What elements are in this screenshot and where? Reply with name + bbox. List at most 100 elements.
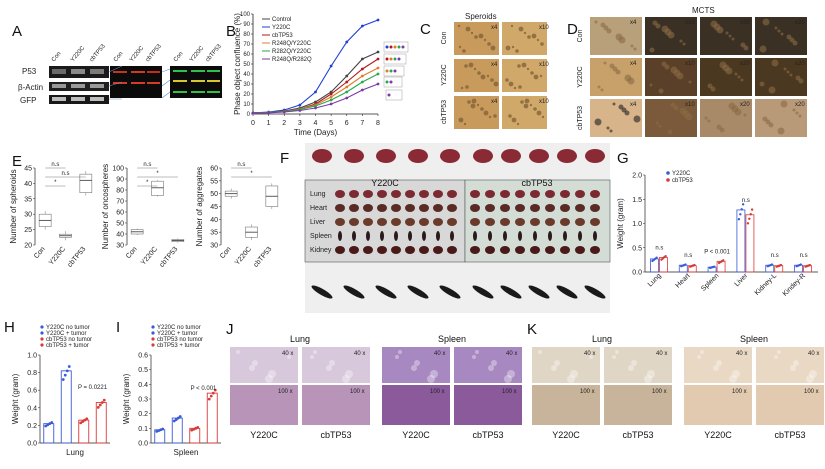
magnification-label: x10 xyxy=(685,61,695,67)
data-point xyxy=(329,64,333,68)
spheroid xyxy=(529,103,533,107)
mcts-cluster xyxy=(798,114,802,118)
magnification-label: 40 x xyxy=(282,351,293,357)
mcts-cluster xyxy=(606,126,610,130)
spheroid xyxy=(541,115,545,119)
significance-label: n.s xyxy=(237,162,245,168)
data-point xyxy=(100,401,104,404)
organ-specimen xyxy=(363,204,373,212)
histology-100x xyxy=(454,385,522,425)
legend-label: cbTP53 + tumor xyxy=(46,343,89,349)
organ-specimen xyxy=(447,204,457,212)
x-tick-label: 4 xyxy=(314,120,318,127)
mcts-cluster xyxy=(780,100,788,108)
micrograph-tile xyxy=(590,58,642,96)
organ-label: Spleen xyxy=(310,233,332,240)
x-tick-label: Con xyxy=(125,246,139,260)
spleen-specimen xyxy=(407,285,429,299)
x-axis-label: Lung xyxy=(66,448,84,457)
x-tick-label: Lung xyxy=(647,272,663,288)
significance-dot xyxy=(389,57,393,61)
blot2-lane-con: Con xyxy=(113,51,125,63)
y-tick-label: 55 xyxy=(210,178,218,185)
organ-specimen xyxy=(518,231,522,241)
y-tick-label: 40 xyxy=(243,72,250,78)
mcts-cluster xyxy=(630,44,634,48)
organ-specimen xyxy=(575,246,585,254)
spheroid xyxy=(465,85,469,89)
histology-40x xyxy=(756,347,824,383)
tissue-space xyxy=(567,375,575,383)
chart-organ-weight: 0.0 0.5 1.0 1.5 2.0 Weight (gram) Lung n.s Heart… xyxy=(616,171,818,298)
organ-specimen xyxy=(578,231,582,241)
organ-specimen xyxy=(500,218,510,226)
tissue-space xyxy=(475,350,479,354)
data-point xyxy=(376,82,380,86)
spleen-specimen xyxy=(500,285,522,299)
organ-specimen xyxy=(433,246,443,254)
x-tick-label: Kindey-R xyxy=(782,272,807,297)
mcts-cluster xyxy=(710,20,718,28)
data-point xyxy=(345,40,349,44)
data-point xyxy=(207,397,211,401)
spheroid-micrographs: x4 x10 Con x4 x10 Y220C x4 x10 cbTP53 xyxy=(441,22,549,129)
organ-specimen xyxy=(530,190,540,198)
legend-label: Y220C + tumor xyxy=(157,331,198,337)
x-tick-label: 7 xyxy=(360,120,364,127)
organ-photograph: Y220C cbTP53 Lung Heart Liver Spleen Kidney xyxy=(304,143,611,313)
organ-specimen xyxy=(335,204,345,212)
mcts-cluster xyxy=(768,86,776,94)
significance-dot xyxy=(389,69,393,73)
y-tick-label: 0.0 xyxy=(632,270,642,277)
tissue-space xyxy=(716,360,722,366)
organ-specimen xyxy=(530,218,540,226)
y-tick-label: 50 xyxy=(243,62,250,68)
data-point xyxy=(655,256,658,259)
spleen-specimen xyxy=(472,285,494,299)
data-point xyxy=(314,104,317,108)
data-point xyxy=(741,203,745,206)
tissue-label: Lung xyxy=(592,334,612,344)
x-tick-label: Y220C xyxy=(48,246,67,267)
organ-specimen xyxy=(391,246,401,254)
data-point xyxy=(314,90,317,94)
magnification-label: x10 xyxy=(539,62,549,68)
histology-40x xyxy=(382,347,450,383)
tissue-space xyxy=(310,355,314,359)
data-point xyxy=(345,74,349,78)
chart-lung-weight: 0.0 0.2 0.4 0.6 0.8 1.0 Weight (gram) Lung P = 0… xyxy=(11,325,110,457)
data-point xyxy=(360,88,364,92)
y-tick-label: 45 xyxy=(210,204,218,211)
spheroid xyxy=(480,107,484,111)
organ-specimen xyxy=(470,190,480,198)
legend-label: Y220C xyxy=(272,25,291,31)
data-point xyxy=(750,208,754,211)
organ-specimen xyxy=(335,218,345,226)
significance-dot xyxy=(393,57,397,61)
organ-specimen xyxy=(363,218,373,226)
legend-label: Y220C no tumor xyxy=(46,325,90,331)
significance-label: n.s xyxy=(684,253,692,259)
magnification-label: 40 x xyxy=(736,351,747,357)
organ-specimen xyxy=(377,218,387,226)
data-point xyxy=(740,208,743,211)
mcts-cluster xyxy=(743,113,747,117)
x-tick-label: Kidney-L xyxy=(754,272,779,297)
significance-label: n.s xyxy=(800,253,808,259)
significance-label: P < 0.001 xyxy=(704,249,730,255)
y-axis-label: Weight (gram) xyxy=(122,373,131,424)
mcts-cluster xyxy=(624,74,632,82)
panel-letter-k: K xyxy=(527,321,537,338)
y-tick-label: 0.6 xyxy=(138,353,148,360)
data-point xyxy=(360,67,364,71)
tissue-space xyxy=(628,365,634,371)
significance-dot xyxy=(393,45,397,49)
spheroid xyxy=(486,74,490,78)
data-point xyxy=(737,218,741,221)
data-point xyxy=(799,263,802,266)
spheroid xyxy=(465,26,471,32)
data-point xyxy=(63,373,67,377)
mcts-cluster xyxy=(688,80,692,84)
spheroid xyxy=(483,38,487,42)
data-point xyxy=(96,405,100,409)
